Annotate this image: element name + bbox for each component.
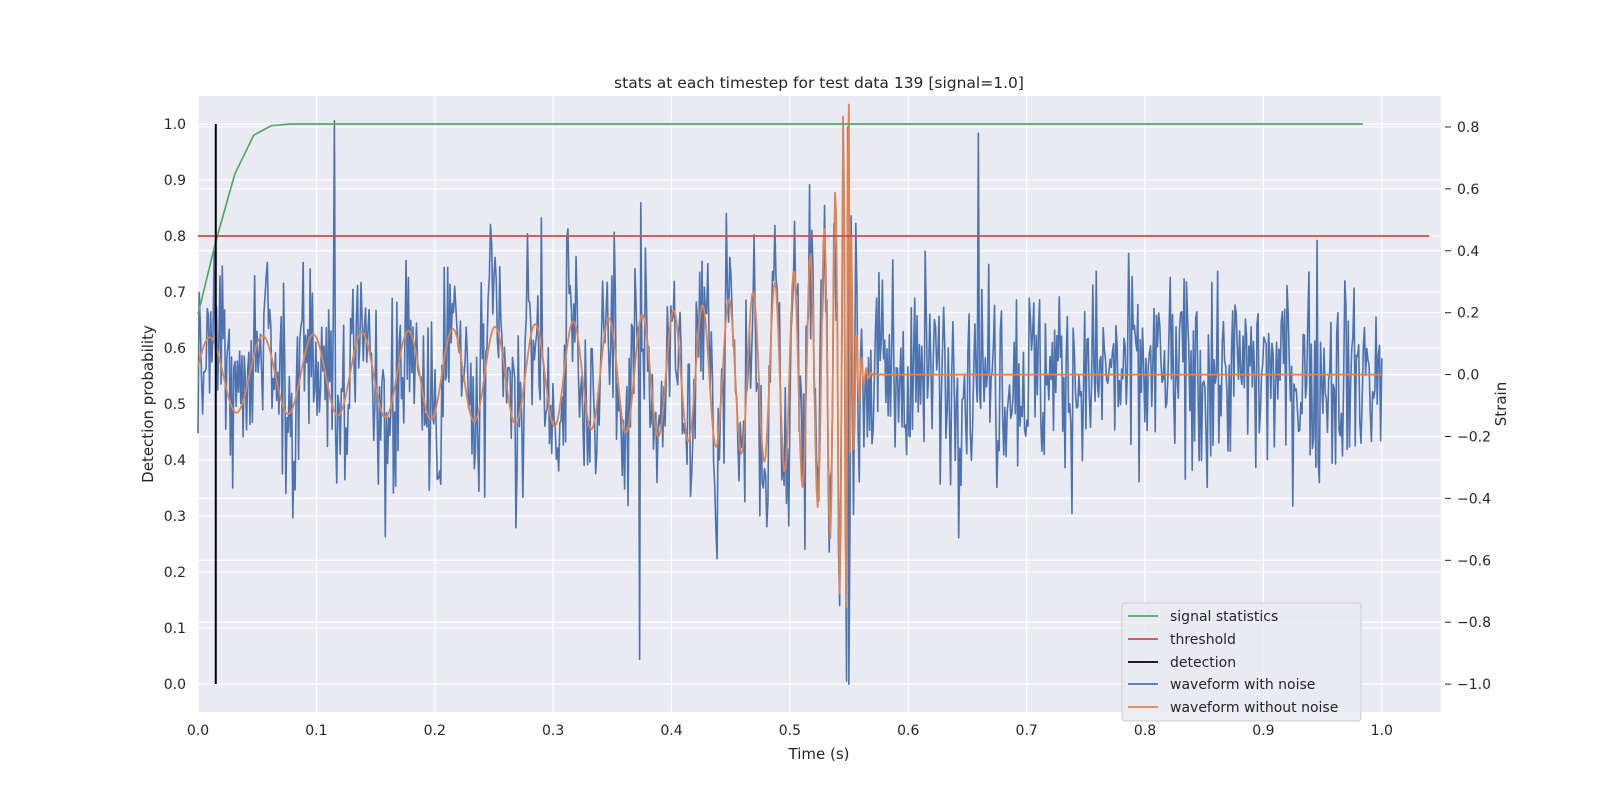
legend-label-clean: waveform without noise — [1170, 700, 1338, 716]
y-tick-label-right: −0.4 — [1457, 491, 1491, 507]
x-tick-label: 1.0 — [1371, 723, 1393, 739]
x-tick-label: 0.6 — [897, 723, 919, 739]
y-tick-label-right: −0.6 — [1457, 553, 1491, 569]
x-tick-label: 0.5 — [779, 723, 801, 739]
y-tick-label-right: 0.0 — [1457, 368, 1479, 384]
x-tick-label: 0.8 — [1134, 723, 1156, 739]
legend-label-signal: signal statistics — [1170, 609, 1278, 625]
y-tick-label-right: −1.0 — [1457, 677, 1491, 693]
x-tick-label: 0.0 — [187, 723, 209, 739]
legend-label-detection: detection — [1170, 655, 1236, 671]
y-tick-label-right: 0.4 — [1457, 244, 1479, 260]
y-tick-label-left: 0.9 — [164, 173, 186, 189]
x-axis-label: Time (s) — [788, 745, 850, 763]
legend-label-noisy: waveform with noise — [1170, 677, 1315, 693]
y-tick-label-left: 0.1 — [164, 621, 186, 637]
legend: signal statistics threshold detection wa… — [1121, 602, 1362, 722]
x-tick-label: 0.3 — [542, 723, 564, 739]
y-axis-label-right: Strain — [1492, 382, 1510, 426]
series-signal-statistics — [197, 123, 1363, 315]
y-tick-label-right: −0.2 — [1457, 430, 1491, 446]
series-waveform-without-noise — [197, 103, 1382, 608]
axis-ticks: 0.0 0.1 0.2 0.3 0.4 0.5 0.6 0.7 0.8 0.9 1.0 0.0 0.1 0… — [164, 117, 1491, 739]
y-tick-label-left: 1.0 — [164, 117, 186, 133]
x-tick-label: 0.7 — [1016, 723, 1038, 739]
y-tick-label-left: 0.7 — [164, 285, 186, 301]
y-tick-label-left: 0.3 — [164, 509, 186, 525]
x-tick-label: 0.2 — [424, 723, 446, 739]
series-waveform-with-noise — [197, 119, 1383, 685]
legend-box — [1121, 602, 1362, 722]
legend-label-threshold: threshold — [1170, 632, 1236, 648]
y-tick-label-left: 0.2 — [164, 565, 186, 581]
y-tick-label-left: 0.6 — [164, 341, 186, 357]
y-tick-label-left: 0.0 — [164, 677, 186, 693]
y-tick-label-right: 0.8 — [1457, 120, 1479, 136]
y-axis-label-left: Detection probability — [139, 325, 157, 483]
y-tick-label-right: 0.6 — [1457, 182, 1479, 198]
x-tick-label: 0.4 — [660, 723, 682, 739]
y-tick-label-left: 0.4 — [164, 453, 186, 469]
y-tick-label-left: 0.5 — [164, 397, 186, 413]
x-tick-label: 0.1 — [305, 723, 327, 739]
y-tick-label-right: −0.8 — [1457, 615, 1491, 631]
y-tick-label-right: 0.2 — [1457, 306, 1479, 322]
y-tick-label-left: 0.8 — [164, 229, 186, 245]
x-tick-label: 0.9 — [1252, 723, 1274, 739]
chart-title: stats at each timestep for test data 139… — [614, 74, 1024, 92]
plot-lines — [197, 103, 1430, 685]
